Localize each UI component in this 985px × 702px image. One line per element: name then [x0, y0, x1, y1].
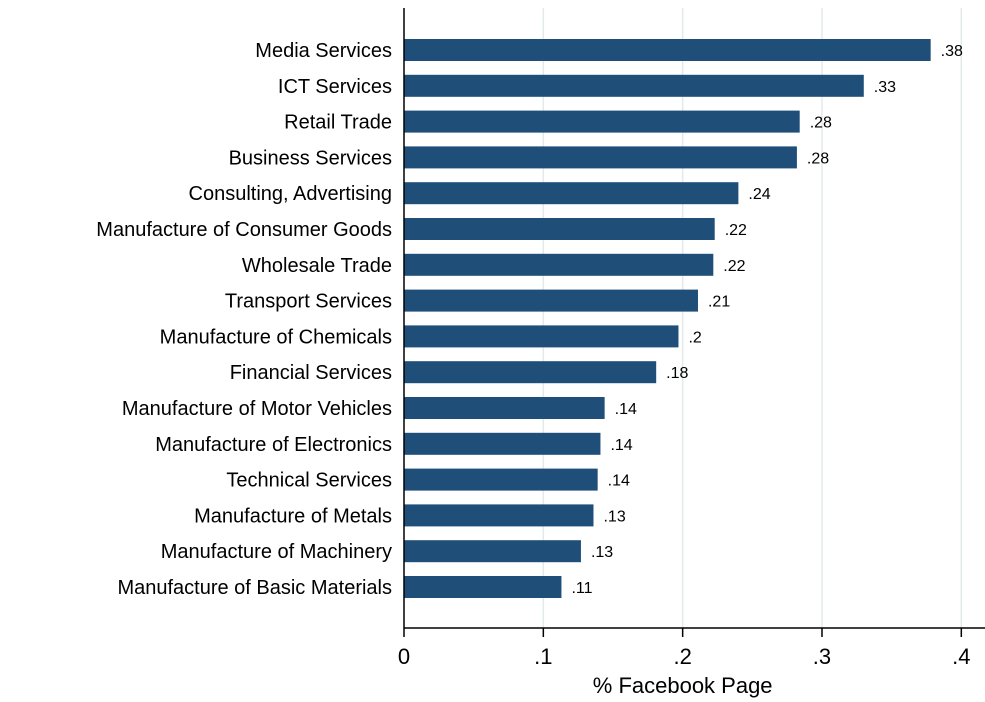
- bar-value-label: .14: [608, 473, 630, 490]
- bar-value-label: .14: [615, 401, 637, 418]
- category-label: Manufacture of Machinery: [161, 541, 392, 563]
- bar: [404, 110, 800, 133]
- bar: [404, 576, 562, 598]
- bar: [404, 182, 739, 205]
- bar: [404, 432, 601, 455]
- category-label: Manufacture of Metals: [194, 505, 392, 527]
- bar-value-label: .13: [603, 508, 625, 525]
- category-label: Manufacture of Chemicals: [160, 326, 392, 348]
- x-tick-label: .4: [952, 644, 970, 669]
- bar: [404, 74, 864, 97]
- bar-value-label: .11: [571, 580, 592, 597]
- category-label: Financial Services: [230, 362, 392, 384]
- bar: [404, 289, 698, 312]
- category-label: Manufacture of Basic Materials: [117, 577, 392, 599]
- bar: [404, 218, 715, 240]
- category-label: Manufacture of Consumer Goods: [96, 219, 392, 241]
- x-tick-label: .3: [813, 644, 831, 669]
- x-tick-label: .2: [673, 644, 691, 669]
- bar-value-label: .28: [807, 150, 829, 167]
- bar-value-label: .22: [725, 222, 747, 239]
- bar-value-label: .13: [591, 544, 613, 561]
- category-label: Technical Services: [226, 470, 392, 492]
- category-label: Business Services: [229, 147, 392, 169]
- bar-value-label: .24: [748, 186, 770, 203]
- x-axis-title: % Facebook Page: [593, 673, 773, 698]
- category-label: Manufacture of Electronics: [155, 434, 392, 456]
- bar: [404, 397, 605, 419]
- bars: [404, 39, 931, 598]
- bar: [404, 361, 657, 384]
- category-label: Manufacture of Motor Vehicles: [122, 398, 392, 420]
- bar: [404, 253, 714, 276]
- category-label: Transport Services: [225, 291, 392, 313]
- bar-value-label: .21: [708, 294, 730, 311]
- bar: [404, 146, 797, 169]
- category-label: Wholesale Trade: [242, 255, 392, 277]
- value-labels: .38 .33 .28 .28 .24 .22 .22 .21 .2 .18 .14 .14 .14 .1…: [571, 43, 963, 597]
- category-label: Retail Trade: [284, 112, 392, 134]
- bar-value-label: .14: [610, 437, 632, 454]
- bar-value-label: .22: [723, 258, 745, 275]
- x-tick-label: .1: [534, 644, 552, 669]
- bar: [404, 39, 931, 61]
- bar-value-label: .18: [666, 365, 688, 382]
- category-label: Consulting, Advertising: [189, 183, 392, 205]
- bar-value-label: .2: [688, 329, 701, 346]
- x-axis-ticks: 0 .1 .2 .3 .4: [398, 628, 970, 669]
- category-label: ICT Services: [278, 76, 392, 98]
- category-label: Media Services: [255, 40, 392, 62]
- bar: [404, 468, 598, 491]
- x-tick-label: 0: [398, 644, 410, 669]
- gridlines: [542, 8, 963, 628]
- bar-value-label: .33: [874, 79, 896, 96]
- bar: [404, 325, 679, 348]
- category-labels: Media Services ICT Services Retail Trade Bu…: [96, 40, 392, 599]
- bar: [404, 504, 594, 527]
- bar-value-label: .28: [810, 115, 832, 132]
- bar: [404, 540, 581, 563]
- bar-value-label: .38: [941, 43, 963, 60]
